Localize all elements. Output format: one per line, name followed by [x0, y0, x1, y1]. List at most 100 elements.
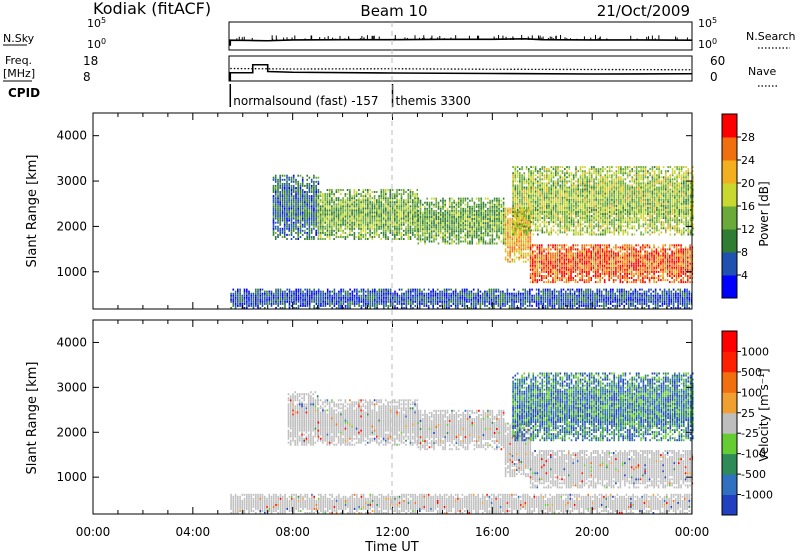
data-cell [600, 290, 603, 293]
data-cell [353, 298, 356, 301]
data-cell [442, 224, 444, 227]
data-cell [568, 246, 570, 249]
data-cell [529, 296, 531, 299]
data-cell [511, 217, 514, 220]
data-cell [491, 220, 494, 223]
data-cell [597, 256, 599, 259]
data-cell [556, 262, 559, 265]
data-cell [576, 268, 579, 271]
data-cell [573, 300, 576, 303]
data-cell [324, 292, 327, 295]
data-cell [290, 229, 293, 232]
data-cell [272, 203, 275, 206]
data-cell [308, 307, 311, 309]
data-cell [324, 211, 326, 214]
data-cell [306, 193, 308, 196]
data-cell [419, 199, 422, 202]
data-cell [374, 288, 376, 291]
data-cell [511, 248, 514, 251]
data-cell [376, 217, 378, 220]
data-cell [606, 244, 608, 247]
data-cell [346, 209, 349, 212]
data-cell [398, 298, 401, 301]
data-cell [297, 174, 299, 177]
data-cell [478, 234, 480, 237]
data-cell [317, 205, 320, 208]
data-cell [288, 182, 290, 185]
data-cell [320, 290, 322, 293]
data-cell [607, 298, 610, 301]
data-cell [627, 290, 630, 293]
data-cell [396, 205, 398, 208]
data-cell [286, 189, 288, 191]
data-cell [493, 288, 495, 291]
data-cell [301, 197, 304, 200]
data-cell [317, 229, 320, 232]
data-cell [315, 184, 317, 187]
data-cell [445, 294, 448, 297]
data-cell [290, 209, 293, 212]
data-cell [369, 215, 371, 218]
data-cell [502, 224, 505, 227]
data-cell [426, 209, 428, 212]
data-cell [672, 307, 675, 309]
data-cell [331, 215, 333, 218]
data-cell [283, 209, 286, 212]
data-cell [545, 260, 548, 263]
data-cell [340, 223, 342, 226]
data-cell [596, 288, 598, 291]
data-cell [286, 296, 288, 299]
data-cell [500, 240, 503, 243]
data-cell [424, 236, 426, 239]
data-cell [308, 296, 311, 299]
data-cell [469, 216, 471, 218]
data-cell [534, 268, 536, 271]
data-cell [391, 215, 394, 218]
data-cell [277, 191, 279, 193]
data-cell [502, 216, 505, 218]
data-cell [493, 298, 495, 301]
data-cell [451, 207, 453, 210]
data-cell [482, 238, 485, 241]
data-cell [452, 292, 455, 295]
data-cell [562, 296, 565, 299]
data-cell [461, 300, 464, 303]
data-cell [398, 217, 401, 220]
data-cell [394, 290, 396, 293]
data-cell [400, 197, 403, 200]
data-cell [493, 302, 495, 305]
data-cell [382, 217, 385, 220]
data-cell [353, 217, 356, 220]
data-cell [342, 205, 344, 208]
data-cell [540, 302, 542, 305]
data-cell [374, 296, 376, 299]
data-cell [547, 281, 550, 284]
data-cell [544, 288, 547, 291]
data-cell [405, 296, 408, 299]
data-cell [347, 304, 349, 307]
data-cell [414, 296, 417, 299]
data-cell [394, 296, 396, 299]
data-cell [232, 304, 235, 307]
data-cell [295, 209, 297, 212]
data-cell [349, 209, 351, 212]
data-cell [663, 294, 666, 297]
data-cell [346, 203, 349, 206]
data-cell [462, 228, 464, 231]
data-cell [610, 275, 613, 277]
data-cell [641, 288, 643, 291]
data-cell [419, 207, 422, 210]
data-cell [507, 226, 509, 228]
data-cell [286, 233, 288, 236]
data-cell [279, 180, 281, 183]
data-cell [385, 223, 387, 226]
data-cell [349, 205, 351, 208]
data-cell [367, 288, 369, 291]
data-cell [491, 207, 494, 210]
data-cell [407, 231, 410, 234]
data-cell [565, 296, 567, 299]
data-cell [295, 195, 297, 198]
data-cell [412, 207, 414, 210]
data-cell [326, 236, 329, 238]
data-cell [290, 211, 293, 214]
